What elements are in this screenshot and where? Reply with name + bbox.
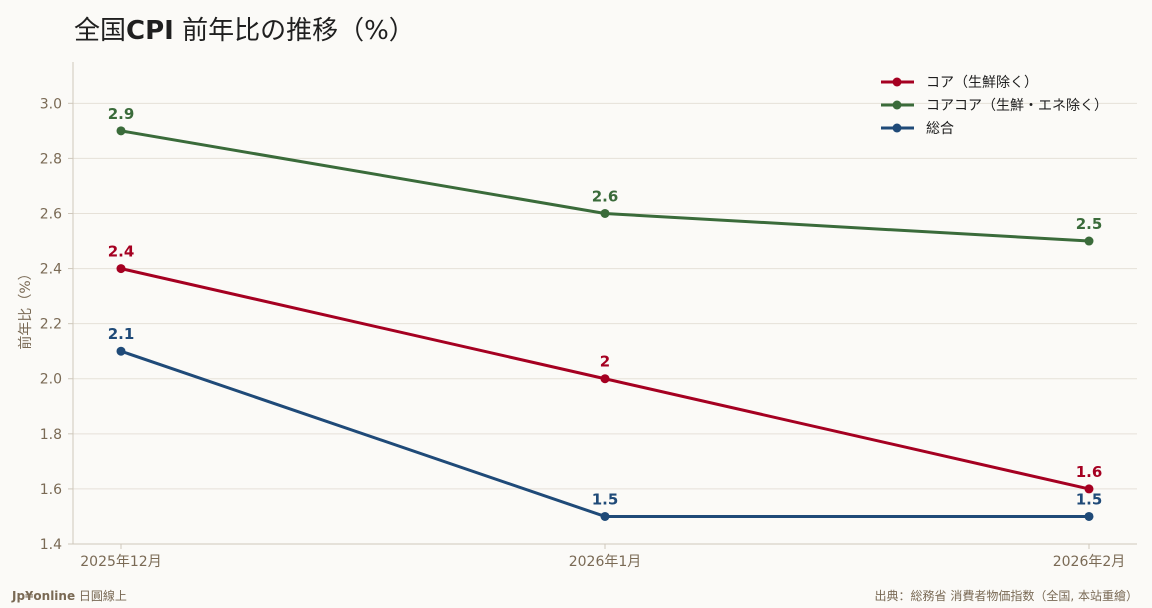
- x-ticks: 2025年12月 2026年1月 2026年2月: [80, 544, 1125, 570]
- source-note: 出典：総務省 消費者物価指数（全国, 本站重繪）: [874, 589, 1138, 603]
- data-point: [1084, 236, 1094, 246]
- series-line: [120, 129, 1090, 243]
- data-point: [116, 126, 126, 136]
- data-point: [1084, 511, 1094, 521]
- legend-item: コアコア（生鮮・エネ除く）: [881, 98, 1108, 114]
- series-2: 2.1 1.5 1.5: [108, 325, 1103, 521]
- data-label: 2.9: [108, 105, 135, 123]
- title-prefix: 全国: [74, 16, 127, 46]
- legend-item: 総合: [881, 121, 954, 137]
- legend-label: コアコア（生鮮・エネ除く）: [926, 98, 1108, 114]
- data-label: 2.5: [1076, 215, 1103, 233]
- data-label: 1.6: [1076, 463, 1103, 481]
- chart-title: 全国CPI 前年比の推移（%）: [74, 10, 415, 47]
- series-0: 2.4 2 1.6: [108, 243, 1103, 494]
- y-tick-label: 1.8: [40, 427, 62, 443]
- data-label: 2.4: [108, 243, 135, 261]
- y-axis-label: 前年比（%）: [17, 266, 34, 349]
- data-label: 2: [600, 353, 610, 371]
- y-tick-label: 2.8: [40, 151, 62, 167]
- data-point: [600, 374, 610, 384]
- legend-swatch-dot: [892, 77, 902, 87]
- y-tick-label: 2.0: [40, 372, 62, 388]
- data-label: 2.6: [592, 187, 619, 205]
- title-bold: CPI: [126, 16, 174, 46]
- y-tick-label: 2.2: [40, 317, 62, 333]
- axes: [72, 62, 1137, 545]
- grid-lines: [73, 102, 1137, 490]
- y-ticks: 1.4 1.6 1.8 2.0 2.2 2.4 2.6 2.8 3.0: [40, 96, 73, 553]
- legend-swatch-dot: [892, 100, 902, 110]
- brand-suffix: 日圓線上: [75, 589, 127, 603]
- brand-name: Jp¥online: [12, 589, 76, 603]
- legend-label: 総合: [926, 121, 954, 137]
- legend: コア（生鮮除く） コアコア（生鮮・エネ除く） 総合: [881, 75, 1108, 137]
- legend-item: コア（生鮮除く）: [881, 75, 1038, 91]
- data-point: [1084, 484, 1094, 494]
- series-group: 2.4 2 1.6 2.9 2.6 2.5 2.1 1.5 1.5: [108, 105, 1103, 521]
- y-tick-label: 2.4: [40, 262, 62, 278]
- data-label: 1.5: [1076, 490, 1103, 508]
- data-point: [600, 208, 610, 218]
- series-1: 2.9 2.6 2.5: [108, 105, 1103, 246]
- x-tick-label: 2026年1月: [569, 554, 642, 570]
- y-tick-label: 3.0: [40, 96, 62, 112]
- footer-brand: Jp¥online 日圓線上: [12, 587, 127, 604]
- title-suffix: 前年比の推移（%）: [173, 16, 415, 46]
- data-point: [116, 264, 126, 274]
- data-label: 2.1: [108, 325, 135, 343]
- legend-swatch-dot: [892, 123, 902, 133]
- data-label: 1.5: [592, 490, 619, 508]
- y-tick-label: 1.4: [40, 537, 62, 553]
- x-tick-label: 2026年2月: [1053, 554, 1126, 570]
- data-point: [116, 346, 126, 356]
- y-tick-label: 1.6: [40, 482, 62, 498]
- data-point: [600, 511, 610, 521]
- x-tick-label: 2025年12月: [80, 554, 161, 570]
- y-tick-label: 2.6: [40, 206, 62, 222]
- legend-label: コア（生鮮除く）: [926, 75, 1038, 91]
